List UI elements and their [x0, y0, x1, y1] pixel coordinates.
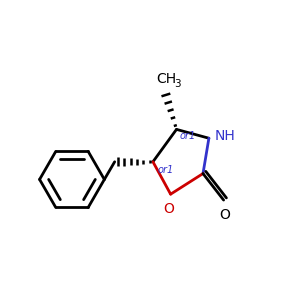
Text: 3: 3	[174, 79, 181, 89]
Text: or1: or1	[180, 131, 196, 141]
Text: O: O	[164, 202, 175, 216]
Text: CH: CH	[156, 72, 176, 86]
Text: O: O	[220, 208, 230, 222]
Text: NH: NH	[214, 129, 235, 143]
Text: or1: or1	[158, 165, 174, 175]
